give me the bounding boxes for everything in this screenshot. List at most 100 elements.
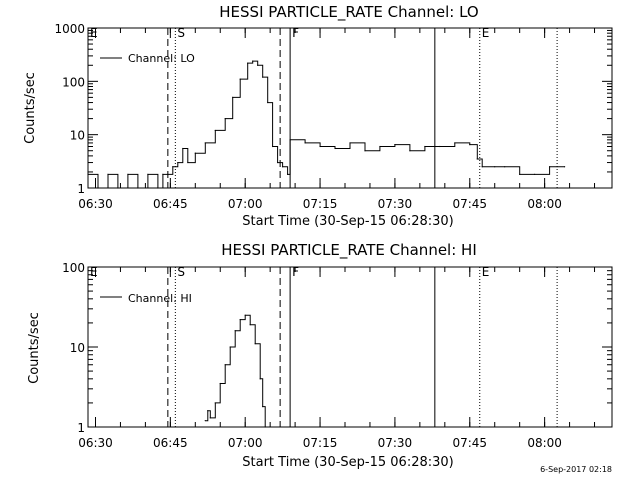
event-marker-label-S: S <box>177 265 185 279</box>
data-point <box>117 187 119 189</box>
data-point <box>319 145 321 148</box>
x-tick-label: 07:45 <box>452 197 487 211</box>
data-point <box>277 161 279 164</box>
event-marker-label-S: S <box>177 26 185 40</box>
data-point <box>454 142 456 144</box>
y-axis-label-hi: Counts/sec <box>27 312 42 384</box>
data-point <box>469 144 471 146</box>
data-point <box>172 166 174 168</box>
data-point <box>229 346 231 348</box>
x-tick-label: 07:45 <box>452 436 487 450</box>
x-tick-label: 07:30 <box>378 436 413 450</box>
y-tick-label: 10 <box>70 129 85 143</box>
x-tick-label: 07:30 <box>378 197 413 211</box>
data-point <box>379 145 381 148</box>
data-point <box>257 64 259 66</box>
series-line-hi <box>205 314 266 427</box>
x-tick-label: 07:15 <box>303 197 338 211</box>
data-point <box>409 150 411 152</box>
data-point <box>107 173 109 175</box>
x-axis-label-hi: Start Time (30-Sep-15 06:28:30) <box>242 455 453 470</box>
event-marker-label-F: F <box>292 26 299 40</box>
y-tick-label: 100 <box>62 261 85 275</box>
data-point <box>232 96 234 98</box>
y-tick-label: 100 <box>62 75 85 89</box>
x-tick-label: 07:00 <box>228 197 263 211</box>
data-point <box>224 118 226 120</box>
event-marker-label-E: E <box>482 265 490 279</box>
data-point <box>194 152 196 154</box>
series-line-lo <box>88 60 565 189</box>
data-point <box>549 166 551 168</box>
timestamp: 6-Sep-2017 02:18 <box>540 465 612 474</box>
data-point <box>304 142 306 144</box>
data-point <box>282 166 284 168</box>
data-point <box>157 187 159 189</box>
data-point <box>424 145 426 148</box>
data-point <box>254 343 256 345</box>
data-point <box>239 78 241 80</box>
data-point <box>481 166 483 168</box>
data-point <box>334 147 336 150</box>
x-tick-label: 07:15 <box>303 436 338 450</box>
data-point <box>504 166 506 168</box>
data-point <box>534 173 536 175</box>
data-point <box>182 147 184 150</box>
data-point <box>219 382 221 385</box>
y-tick-label: 1000 <box>54 22 85 36</box>
x-tick-label: 08:00 <box>527 197 562 211</box>
x-axis-label-lo: Start Time (30-Sep-15 06:28:30) <box>242 214 453 229</box>
data-point <box>287 173 289 175</box>
data-point <box>252 60 254 62</box>
chart-title-hi: HESSI PARTICLE_RATE Channel: HI <box>221 241 477 260</box>
y-axis-label-lo: Counts/sec <box>23 72 38 144</box>
data-point <box>394 144 396 146</box>
data-point <box>234 330 236 332</box>
legend-label-lo: Channel: LO <box>128 52 195 65</box>
plot-frame-hi <box>87 266 613 428</box>
x-tick-label: 06:45 <box>153 436 188 450</box>
data-point <box>87 173 89 175</box>
data-point <box>563 166 566 168</box>
data-point <box>272 145 274 148</box>
data-point <box>207 410 209 412</box>
x-tick-label: 06:30 <box>78 436 113 450</box>
data-point <box>137 187 139 189</box>
data-point <box>147 173 149 175</box>
data-point <box>167 173 169 175</box>
data-point <box>244 314 246 316</box>
data-point <box>249 324 251 326</box>
data-point <box>289 139 291 141</box>
x-tick-label: 06:30 <box>78 197 113 211</box>
data-point <box>476 158 478 160</box>
event-marker-label-F: F <box>292 265 299 279</box>
legend-label-hi: Channel: HI <box>128 292 192 305</box>
data-point <box>224 364 226 366</box>
y-tick-label: 1 <box>77 421 85 435</box>
data-point <box>204 142 206 144</box>
data-point <box>519 173 521 175</box>
data-point <box>247 62 249 64</box>
data-point <box>214 129 216 132</box>
plot-frame-lo <box>87 27 613 189</box>
y-tick-label: 1 <box>77 182 85 196</box>
data-point <box>494 166 496 168</box>
data-point <box>439 145 441 148</box>
data-point <box>209 417 211 419</box>
data-point <box>349 142 351 144</box>
data-point <box>259 378 261 380</box>
data-point <box>204 420 206 422</box>
data-point <box>239 319 241 321</box>
data-point <box>364 150 366 152</box>
y-tick-label: 10 <box>70 341 85 355</box>
chart-title-lo: HESSI PARTICLE_RATE Channel: LO <box>219 3 478 22</box>
data-point <box>267 101 269 104</box>
event-marker-label-E: E <box>482 26 490 40</box>
chart-panel-hi: HESSI PARTICLE_RATE Channel: HI Counts/s… <box>27 241 613 470</box>
x-tick-label: 07:00 <box>228 436 263 450</box>
event-marker-label-E: E <box>90 26 98 40</box>
event-marker-label-E: E <box>90 265 98 279</box>
chart-panel-lo: HESSI PARTICLE_RATE Channel: LO Counts/s… <box>23 3 613 229</box>
data-point <box>264 426 266 428</box>
